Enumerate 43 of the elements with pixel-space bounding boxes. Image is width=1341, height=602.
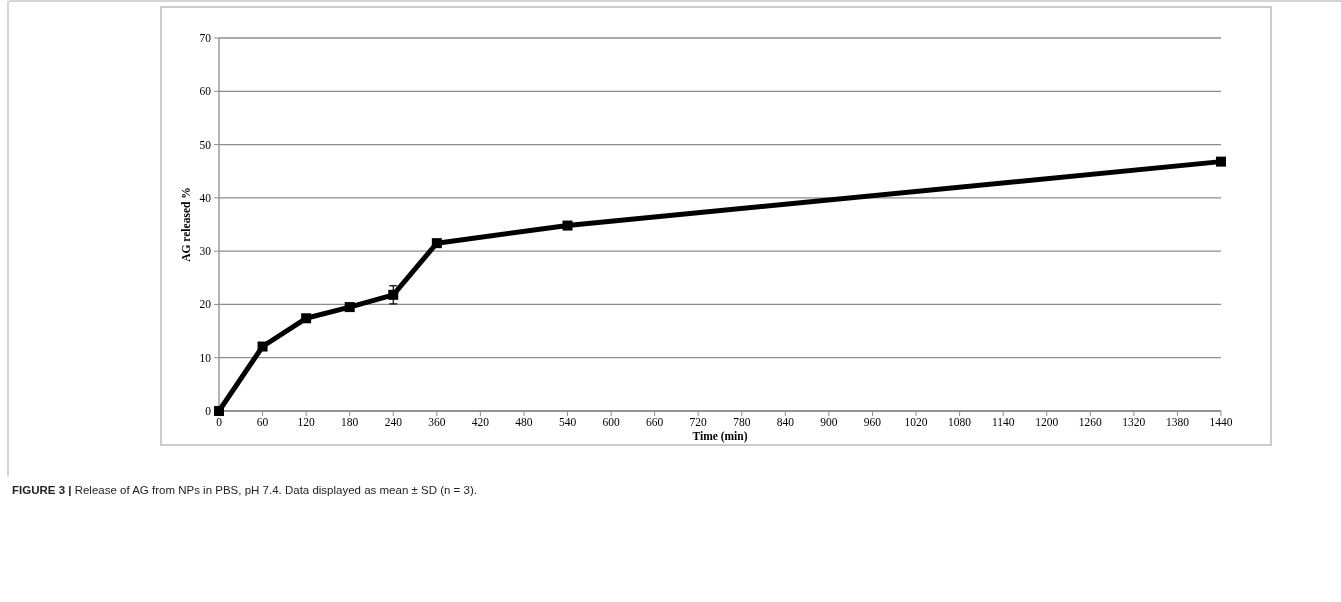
y-tick-label: 40 bbox=[199, 191, 212, 204]
x-tick-label: 660 bbox=[646, 416, 664, 428]
y-tick-label: 30 bbox=[199, 245, 212, 258]
point bbox=[257, 341, 268, 352]
point bbox=[301, 313, 312, 324]
x-tick-label: 840 bbox=[776, 416, 795, 428]
x-tick-label: 60 bbox=[256, 416, 269, 428]
x-tick-label: 1020 bbox=[904, 416, 928, 428]
x-tick-label: 0 bbox=[216, 416, 223, 428]
y-tick-label: 10 bbox=[199, 351, 212, 364]
y-tick-label: 70 bbox=[199, 32, 212, 45]
point bbox=[562, 220, 573, 231]
point bbox=[344, 302, 355, 313]
x-tick-label: 1320 bbox=[1122, 416, 1146, 428]
x-tick-label: 720 bbox=[689, 416, 708, 428]
x-tick-label: 480 bbox=[515, 416, 533, 428]
y-tick-label: 0 bbox=[205, 405, 212, 418]
x-tick-label: 180 bbox=[341, 416, 359, 428]
x-tick-label: 360 bbox=[428, 416, 446, 428]
x-tick-label: 120 bbox=[297, 416, 316, 428]
x-tick-label: 1200 bbox=[1035, 416, 1059, 428]
x-tick-label: 1140 bbox=[991, 416, 1015, 428]
point bbox=[431, 238, 442, 249]
x-tick-label: 1380 bbox=[1165, 416, 1190, 428]
point bbox=[214, 406, 224, 416]
x-axis-title: Time (min) bbox=[692, 430, 748, 443]
x-tick-label: 240 bbox=[384, 416, 403, 428]
x-tick-label: 900 bbox=[820, 416, 838, 428]
y-axis-title: AG released % bbox=[180, 187, 192, 262]
point bbox=[388, 289, 399, 300]
x-tick-label: 540 bbox=[558, 416, 577, 428]
x-tick-label: 960 bbox=[863, 416, 882, 428]
x-tick-label: 1440 bbox=[1209, 416, 1233, 428]
caption: FIGURE 3 | Release of AG from NPs in PBS, pH 7.4. Data displayed as mean ± SD (n = 3). bbox=[12, 484, 477, 496]
x-tick-label: 600 bbox=[602, 416, 620, 428]
x-tick-label: 1080 bbox=[948, 416, 972, 428]
point bbox=[1216, 156, 1226, 167]
y-tick-label: 60 bbox=[199, 85, 212, 98]
x-tick-label: 420 bbox=[471, 416, 490, 428]
y-tick-label: 20 bbox=[199, 298, 212, 311]
y-tick-label: 50 bbox=[199, 138, 212, 151]
x-tick-label: 1260 bbox=[1078, 416, 1103, 428]
x-tick-label: 780 bbox=[733, 416, 751, 428]
